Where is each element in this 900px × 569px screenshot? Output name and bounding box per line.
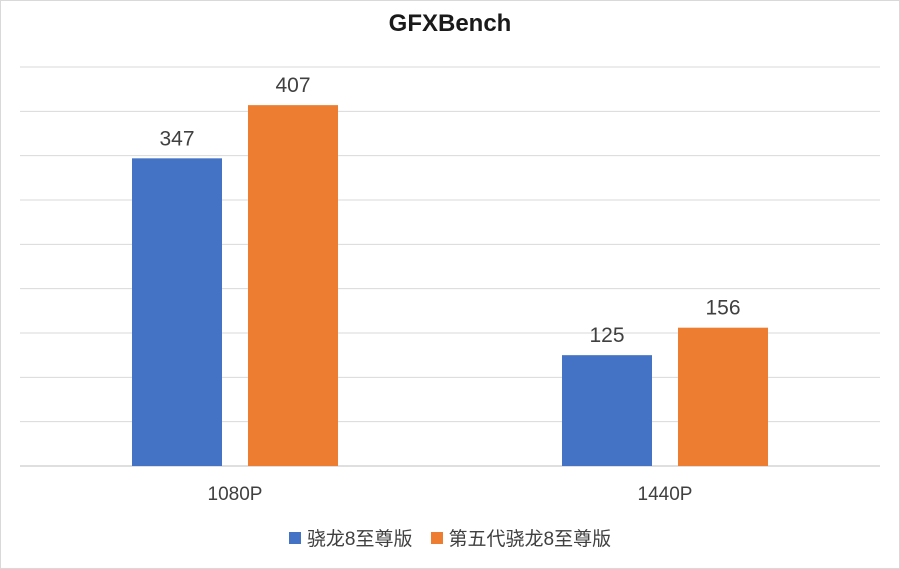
data-label-1080p-series-1: 347 (159, 127, 194, 150)
legend-swatch (430, 531, 443, 544)
legend-swatch (288, 531, 301, 544)
legend-label: 第五代骁龙8至尊版 (448, 529, 612, 550)
x-tick-label-1440p: 1440P (638, 484, 693, 505)
legend: 骁龙8至尊版 第五代骁龙8至尊版 (0, 524, 900, 551)
data-label-1440p-series-1: 125 (589, 324, 624, 347)
x-tick-label-1080p: 1080P (208, 484, 263, 505)
bar-1080p-series-2 (248, 105, 338, 467)
bar-1440p-series-1 (562, 355, 652, 466)
data-label-1440p-series-2: 156 (705, 297, 740, 320)
bar-1080p-series-1 (132, 158, 222, 466)
legend-label: 骁龙8至尊版 (306, 529, 413, 550)
bar-1440p-series-2 (678, 327, 768, 466)
legend-item-series-1: 骁龙8至尊版 (288, 524, 413, 551)
chart-title: GFXBench (388, 10, 512, 37)
data-label-1080p-series-2: 407 (275, 74, 310, 97)
legend-item-series-2: 第五代骁龙8至尊版 (430, 524, 612, 551)
